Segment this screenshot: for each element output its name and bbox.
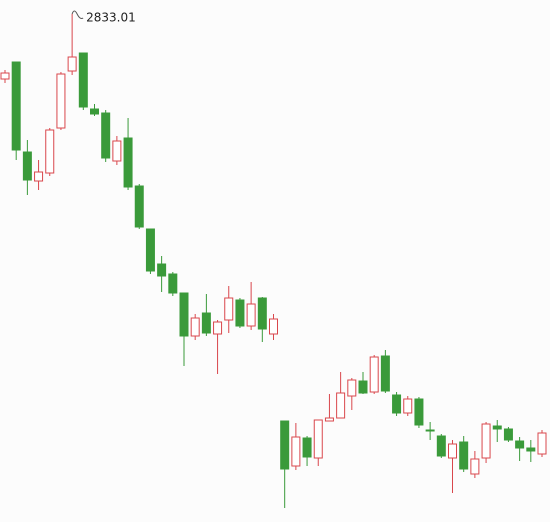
candle-body	[224, 297, 234, 321]
candle-body	[347, 379, 357, 397]
candle-body	[134, 185, 144, 228]
candle-body	[302, 437, 312, 458]
candle-body	[425, 429, 435, 432]
candle-body	[246, 303, 256, 327]
candle-body	[291, 436, 301, 467]
candle-body	[123, 137, 133, 188]
candle-body	[515, 440, 525, 449]
candle-body	[157, 263, 167, 277]
candle-body	[45, 129, 55, 174]
candle-body	[470, 458, 480, 475]
candle-body	[324, 417, 334, 422]
candle-body	[492, 425, 502, 430]
max-label: 2833.01	[86, 11, 136, 25]
candle-body	[313, 419, 323, 459]
candle-body	[168, 273, 178, 294]
candle-body	[257, 297, 267, 330]
candle-body	[0, 72, 10, 80]
candle-body	[403, 398, 413, 414]
candle-body	[213, 321, 223, 335]
candle-body	[392, 394, 402, 414]
annotation-leader	[71, 10, 84, 19]
candle-body	[448, 443, 457, 459]
candle-body	[67, 56, 77, 72]
candle-body	[101, 112, 111, 159]
candle-body	[190, 317, 200, 337]
candle-body	[358, 380, 368, 394]
candle-body	[179, 292, 189, 337]
candle-body	[34, 171, 44, 182]
candle-body	[11, 61, 21, 151]
candle-body	[380, 355, 390, 392]
candle-body	[90, 108, 99, 115]
candle-body	[503, 428, 513, 441]
candle-body	[537, 432, 547, 455]
candle-body	[201, 312, 211, 334]
candle-body	[280, 420, 290, 470]
candle-body	[459, 441, 469, 470]
candle-body	[414, 398, 424, 426]
candle-body	[481, 423, 491, 459]
candle-body	[269, 318, 278, 335]
candle-body	[436, 435, 446, 457]
candle-body	[112, 140, 122, 162]
candle-body	[235, 299, 245, 327]
candle-body	[22, 151, 32, 181]
candle-body	[78, 52, 88, 108]
candle-body	[145, 228, 155, 272]
candle-body	[56, 73, 66, 129]
candle-body	[336, 392, 346, 419]
candle-body	[369, 356, 379, 393]
candle-body	[526, 447, 536, 452]
